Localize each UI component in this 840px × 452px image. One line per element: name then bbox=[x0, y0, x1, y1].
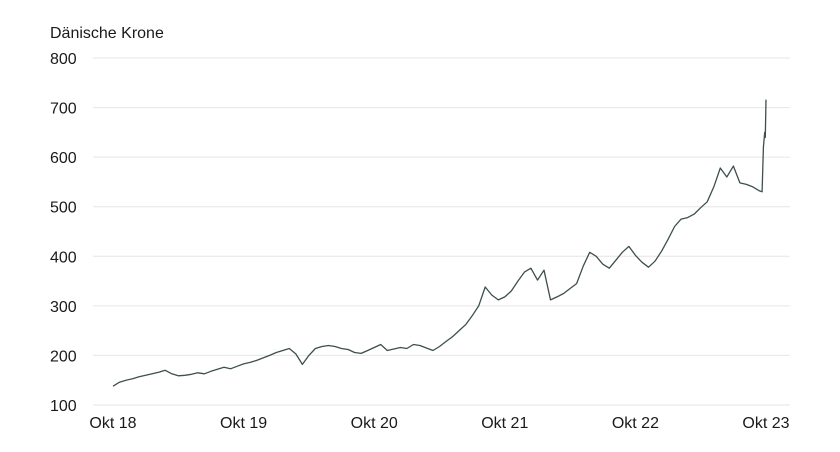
x-tick-label: Okt 20 bbox=[351, 415, 398, 432]
x-tick-label: Okt 22 bbox=[612, 415, 659, 432]
y-tick-label: 300 bbox=[50, 299, 77, 316]
gridlines bbox=[93, 57, 790, 406]
y-tick-label: 600 bbox=[50, 150, 77, 167]
y-tick-label: 200 bbox=[50, 348, 77, 365]
y-axis-ticks: 100 200 300 400 500 600 700 800 bbox=[50, 51, 77, 415]
x-axis-ticks: Okt 18 Okt 19 Okt 20 Okt 21 Okt 22 Okt 23 bbox=[89, 415, 789, 432]
x-tick-label: Okt 18 bbox=[89, 415, 136, 432]
x-tick-label: Okt 21 bbox=[481, 415, 528, 432]
x-tick-label: Okt 23 bbox=[742, 415, 789, 432]
y-tick-label: 400 bbox=[50, 249, 77, 266]
x-tick-label: Okt 19 bbox=[220, 415, 267, 432]
y-tick-label: 500 bbox=[50, 200, 77, 217]
y-tick-label: 800 bbox=[50, 51, 77, 68]
y-unit-label: Dänische Krone bbox=[50, 25, 164, 42]
y-tick-label: 700 bbox=[50, 101, 77, 118]
series-line bbox=[112, 99, 767, 387]
y-tick-label: 100 bbox=[50, 398, 77, 415]
